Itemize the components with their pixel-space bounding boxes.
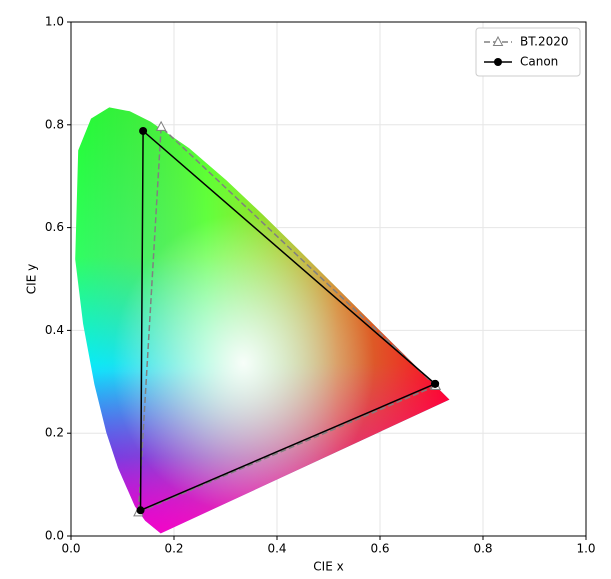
plot-frame bbox=[70, 21, 587, 537]
marker bbox=[139, 126, 148, 135]
locus-white bbox=[75, 107, 450, 534]
x-tick-label: 0.8 bbox=[473, 542, 492, 556]
marker bbox=[155, 120, 167, 131]
y-tick-label: 0.2 bbox=[45, 426, 64, 440]
plot bbox=[133, 120, 441, 517]
series-line bbox=[139, 129, 436, 512]
legend-label: BT.2020 bbox=[520, 35, 569, 49]
marker bbox=[431, 379, 440, 388]
legend: BT.2020 Canon bbox=[475, 27, 581, 77]
marker bbox=[136, 506, 145, 515]
legend-box bbox=[475, 27, 581, 77]
y-tick-label: 0.0 bbox=[45, 529, 64, 543]
y-tick-label: 0.4 bbox=[45, 323, 64, 337]
legend-marker bbox=[494, 58, 502, 66]
y-tick-label: 0.8 bbox=[45, 117, 64, 131]
x-axis-label: CIE x bbox=[313, 560, 343, 574]
legend-marker bbox=[492, 35, 504, 46]
x-tick-label: 0.6 bbox=[370, 542, 389, 556]
legend-label: Canon bbox=[520, 55, 558, 69]
x-tick-label: 0.4 bbox=[267, 542, 286, 556]
y-tick-label: 1.0 bbox=[45, 15, 64, 29]
spectral-locus bbox=[75, 107, 450, 534]
y-axis-label: CIE y bbox=[25, 264, 39, 294]
x-tick-label: 1.0 bbox=[576, 542, 595, 556]
x-tick-label: 0.0 bbox=[61, 542, 80, 556]
y-tick-label: 0.6 bbox=[45, 220, 64, 234]
series-line bbox=[137, 125, 437, 514]
x-tick-label: 0.2 bbox=[164, 542, 183, 556]
